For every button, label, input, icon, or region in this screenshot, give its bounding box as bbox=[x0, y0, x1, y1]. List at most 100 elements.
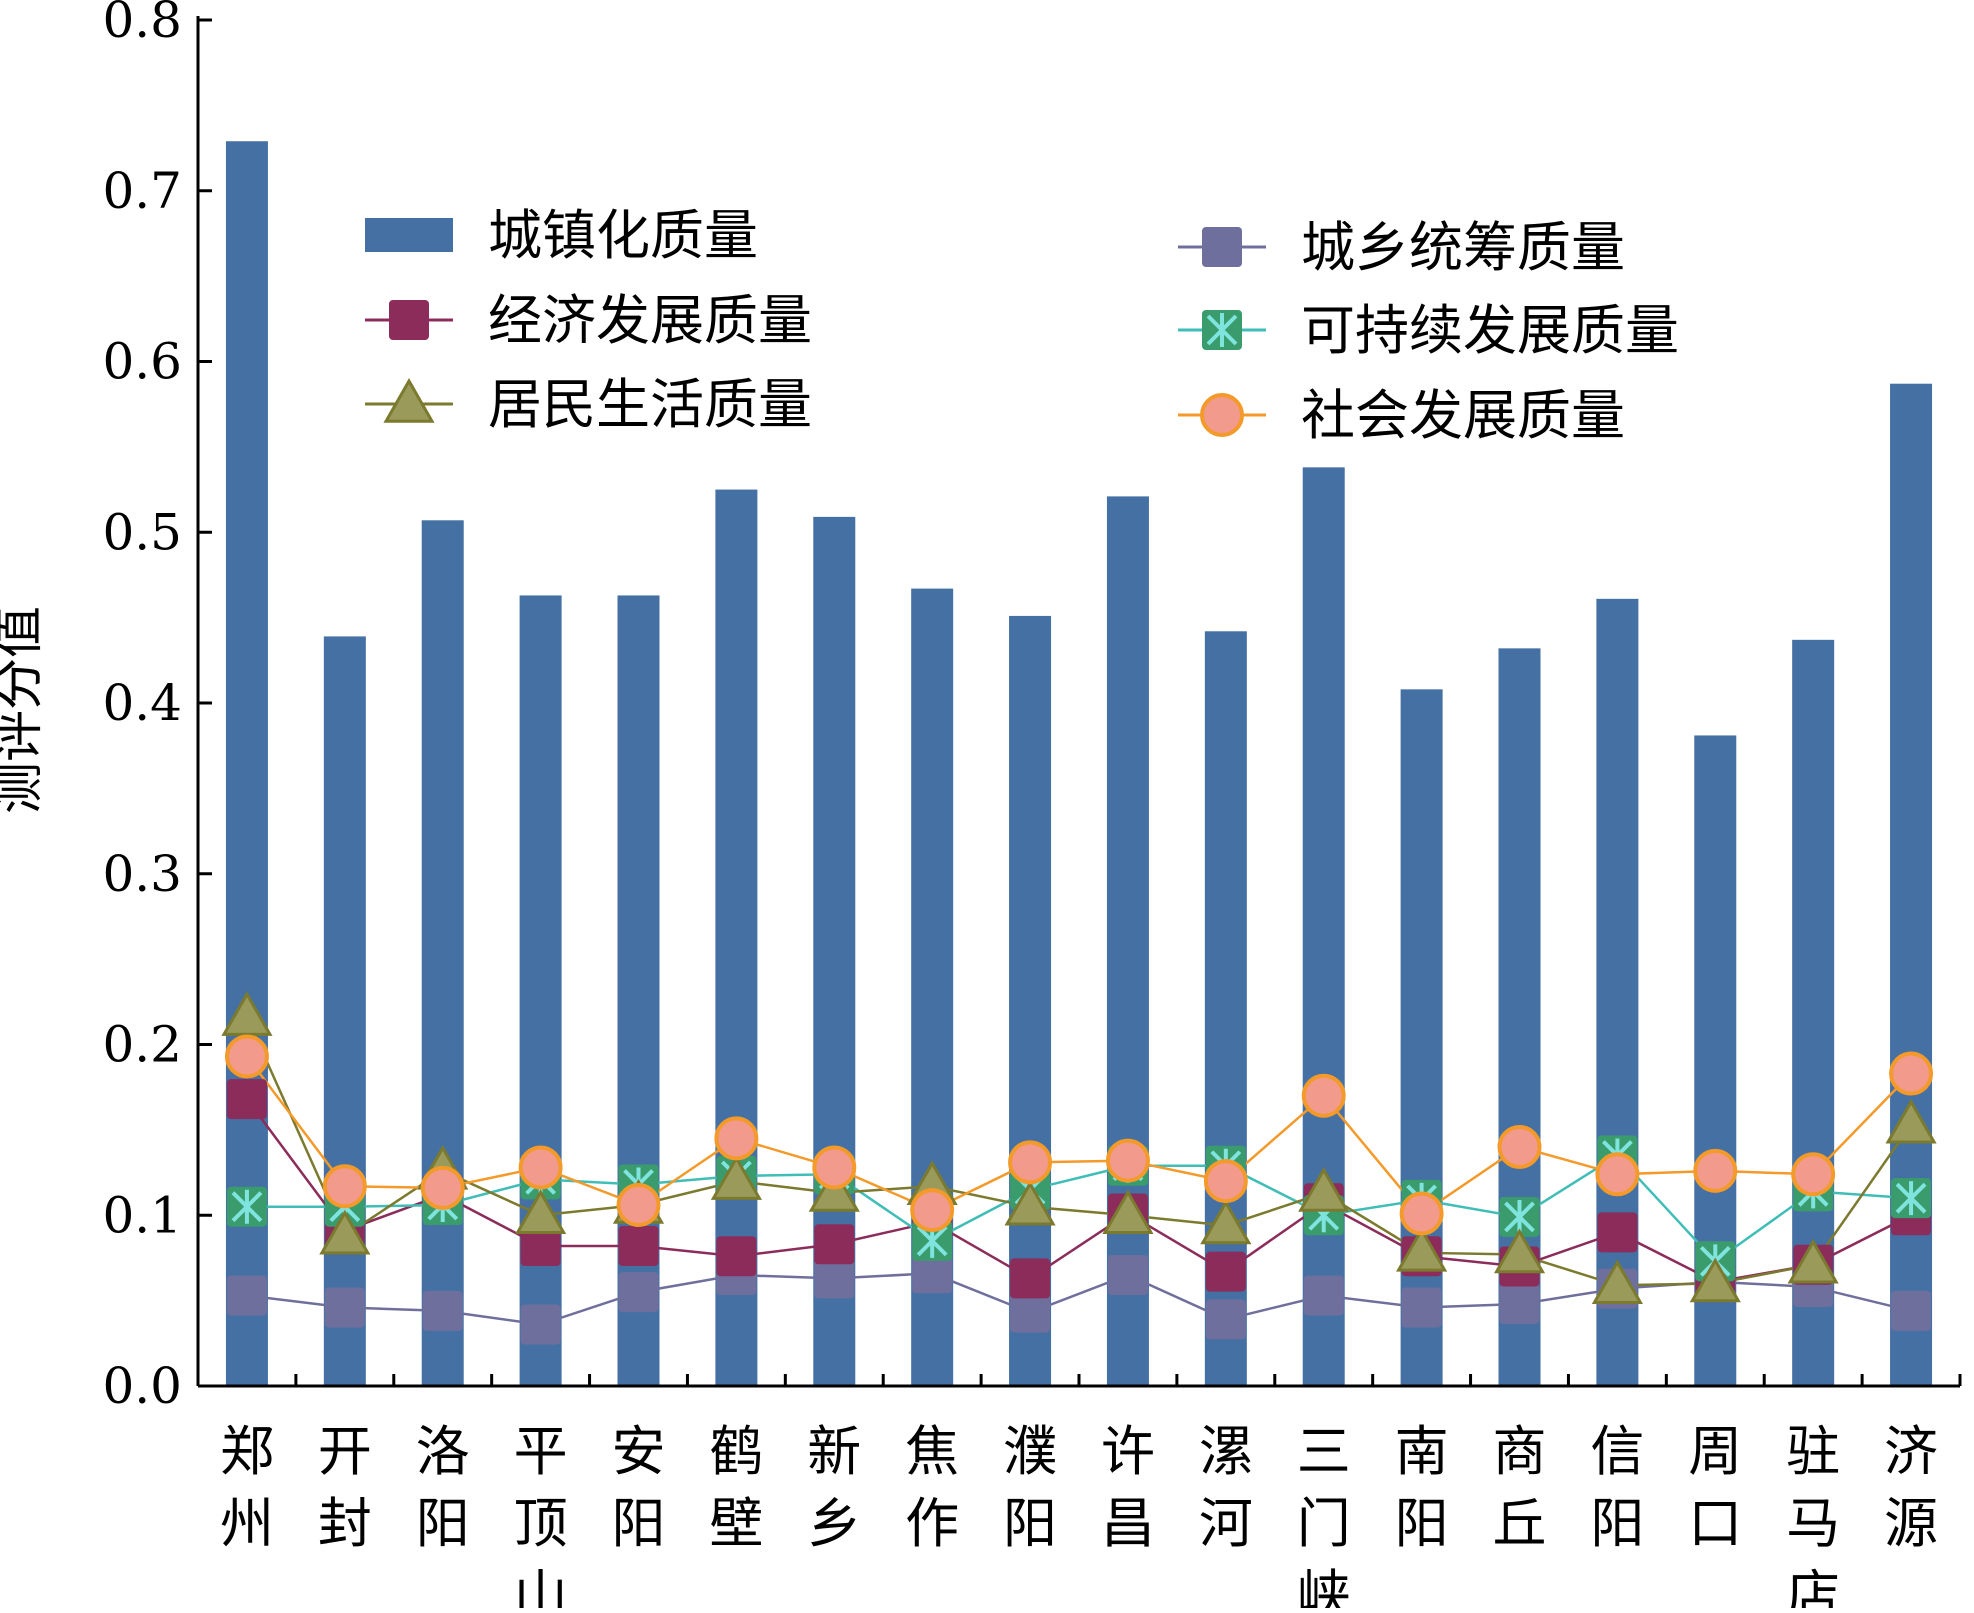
data-point bbox=[1597, 1212, 1638, 1253]
bar bbox=[225, 141, 268, 1386]
data-point bbox=[1401, 1287, 1442, 1328]
x-tick-label: 许昌 bbox=[1101, 1420, 1155, 1555]
data-point bbox=[618, 1225, 659, 1266]
data-point bbox=[1591, 1259, 1643, 1305]
data-point bbox=[322, 1164, 367, 1209]
data-point bbox=[912, 1253, 953, 1294]
data-point bbox=[1102, 1189, 1154, 1234]
data-point bbox=[1010, 1292, 1051, 1333]
x-tick-label-char: 阳 bbox=[416, 1492, 470, 1555]
x-tick-label-char: 驻 bbox=[1786, 1420, 1840, 1483]
data-point bbox=[1004, 1180, 1056, 1226]
x-tick-label-char: 南 bbox=[1395, 1420, 1449, 1483]
bar bbox=[1596, 598, 1639, 1386]
data-point bbox=[1499, 1284, 1540, 1325]
x-tick-label: 开封 bbox=[318, 1420, 372, 1555]
x-tick-label-char: 安 bbox=[612, 1420, 666, 1483]
data-point bbox=[324, 1287, 365, 1328]
y-tick-label: 0.5 bbox=[102, 503, 182, 561]
y-tick-label: 0.6 bbox=[102, 333, 182, 391]
legend-label: 城乡统筹质量 bbox=[1301, 216, 1625, 279]
data-point bbox=[1203, 1159, 1248, 1204]
data-point bbox=[515, 1189, 567, 1234]
x-tick-label-char: 濮 bbox=[1003, 1420, 1057, 1483]
x-tick-label-char: 平 bbox=[514, 1420, 568, 1483]
bar bbox=[617, 595, 660, 1386]
data-point bbox=[221, 991, 273, 1036]
x-tick-label-char: 阳 bbox=[1395, 1492, 1449, 1555]
data-point bbox=[812, 1145, 857, 1190]
x-tick-label-char: 阳 bbox=[1590, 1492, 1644, 1555]
x-tick-label: 濮阳 bbox=[1003, 1420, 1057, 1555]
x-tick-label: 三门峡 bbox=[1297, 1420, 1351, 1613]
y-tick-label: 0.0 bbox=[102, 1357, 182, 1415]
legend-label: 经济发展质量 bbox=[488, 289, 812, 352]
x-tick-label-char: 马 bbox=[1786, 1492, 1840, 1555]
x-tick-label-char: 山 bbox=[514, 1564, 568, 1608]
x-tick-label-char: 源 bbox=[1884, 1492, 1938, 1555]
legend-label: 城镇化质量 bbox=[488, 204, 758, 267]
x-tick-label-char: 丘 bbox=[1493, 1492, 1547, 1555]
legend-item: 居民生活质量 bbox=[365, 373, 812, 436]
data-point bbox=[808, 1167, 860, 1212]
data-point bbox=[714, 1116, 759, 1161]
data-point bbox=[1791, 1152, 1836, 1197]
data-point bbox=[1010, 1258, 1051, 1299]
data-point bbox=[1107, 1255, 1148, 1296]
legend-marker bbox=[1202, 227, 1242, 267]
data-point bbox=[1787, 1238, 1839, 1284]
legend-item: 经济发展质量 bbox=[365, 289, 812, 352]
data-point bbox=[520, 1304, 561, 1345]
data-point bbox=[226, 1186, 267, 1227]
data-point bbox=[710, 1155, 762, 1200]
x-tick-label-char: 封 bbox=[318, 1492, 372, 1555]
x-tick-label-char: 河 bbox=[1199, 1492, 1253, 1555]
x-tick-label: 漯河 bbox=[1199, 1420, 1253, 1555]
x-tick-label-char: 洛 bbox=[416, 1420, 470, 1483]
data-point bbox=[1885, 1098, 1937, 1144]
data-point bbox=[226, 1079, 267, 1120]
x-tick-label-char: 许 bbox=[1101, 1420, 1155, 1483]
data-point bbox=[1493, 1228, 1546, 1274]
x-tick-label: 新乡 bbox=[807, 1420, 861, 1555]
lines-layer bbox=[245, 1016, 1913, 1326]
data-point bbox=[1200, 1199, 1252, 1245]
x-tick-label-char: 昌 bbox=[1101, 1492, 1155, 1555]
data-point bbox=[518, 1145, 563, 1190]
y-tick-label: 0.3 bbox=[102, 845, 182, 903]
data-point bbox=[616, 1183, 661, 1228]
data-point bbox=[224, 1034, 269, 1079]
legend-label: 可持续发展质量 bbox=[1301, 299, 1679, 362]
data-point bbox=[1891, 1290, 1932, 1331]
x-tick-label-char: 店 bbox=[1786, 1564, 1840, 1608]
data-point bbox=[1396, 1226, 1448, 1272]
legend-marker bbox=[389, 300, 429, 340]
legend-marker bbox=[1202, 310, 1242, 350]
y-tick-label: 0.1 bbox=[102, 1186, 182, 1244]
data-point bbox=[910, 1188, 955, 1233]
data-point bbox=[1301, 1073, 1346, 1118]
x-tick-label-char: 阳 bbox=[612, 1492, 666, 1555]
x-tick-label-char: 门 bbox=[1297, 1492, 1351, 1555]
data-point bbox=[1008, 1140, 1053, 1185]
x-tick-label: 驻马店 bbox=[1786, 1420, 1840, 1613]
x-tick-label: 郑州 bbox=[220, 1420, 274, 1555]
x-tick-label: 济源 bbox=[1884, 1420, 1938, 1555]
x-tick-label: 焦作 bbox=[905, 1420, 959, 1555]
x-tick-label-char: 开 bbox=[318, 1420, 372, 1483]
data-point bbox=[520, 1225, 561, 1266]
data-point bbox=[618, 1272, 659, 1313]
axes-layer: 0.00.10.20.30.40.50.60.70.8郑州开封洛阳平顶山安阳鹤壁… bbox=[102, 0, 1962, 1613]
x-tick-label: 洛阳 bbox=[416, 1420, 470, 1555]
data-point bbox=[1205, 1251, 1246, 1292]
x-tick-label: 周口 bbox=[1688, 1420, 1742, 1555]
data-point bbox=[1105, 1138, 1150, 1183]
data-point bbox=[1499, 1196, 1540, 1237]
bar bbox=[1106, 496, 1149, 1387]
data-point bbox=[1889, 1051, 1934, 1096]
x-tick-label: 商丘 bbox=[1493, 1420, 1547, 1555]
legend-marker bbox=[1200, 393, 1244, 437]
